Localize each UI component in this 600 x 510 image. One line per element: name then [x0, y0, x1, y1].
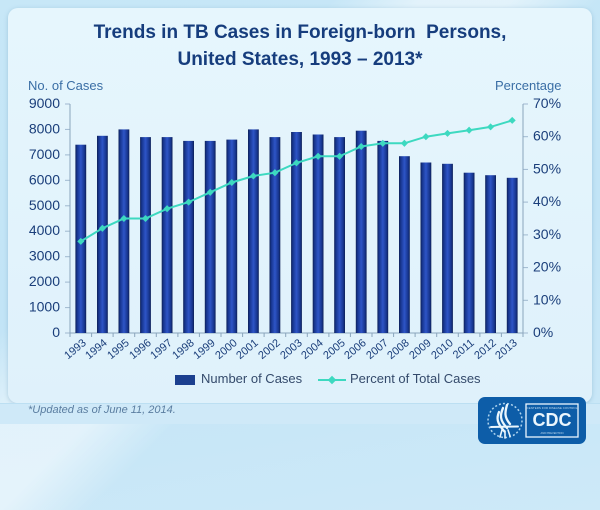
svg-text:3000: 3000 — [29, 248, 60, 264]
svg-text:2000: 2000 — [29, 273, 60, 289]
svg-text:30%: 30% — [533, 226, 561, 242]
svg-text:5000: 5000 — [29, 197, 60, 213]
svg-text:8000: 8000 — [29, 120, 60, 136]
svg-text:50%: 50% — [533, 160, 561, 176]
svg-text:4000: 4000 — [29, 222, 60, 238]
svg-text:70%: 70% — [533, 95, 561, 111]
svg-text:40%: 40% — [533, 193, 561, 209]
svg-text:1000: 1000 — [29, 299, 60, 315]
svg-text:60%: 60% — [533, 128, 561, 144]
svg-text:CENTERS FOR DISEASE CONTROL: CENTERS FOR DISEASE CONTROL — [527, 406, 578, 410]
svg-text:AND PREVENTION: AND PREVENTION — [540, 431, 563, 435]
svg-text:7000: 7000 — [29, 146, 60, 162]
svg-text:6000: 6000 — [29, 171, 60, 187]
svg-text:0: 0 — [52, 324, 60, 340]
svg-text:10%: 10% — [533, 291, 561, 307]
svg-text:CDC: CDC — [533, 410, 572, 430]
svg-text:20%: 20% — [533, 259, 561, 275]
svg-text:9000: 9000 — [29, 95, 60, 111]
svg-text:0%: 0% — [533, 324, 553, 340]
